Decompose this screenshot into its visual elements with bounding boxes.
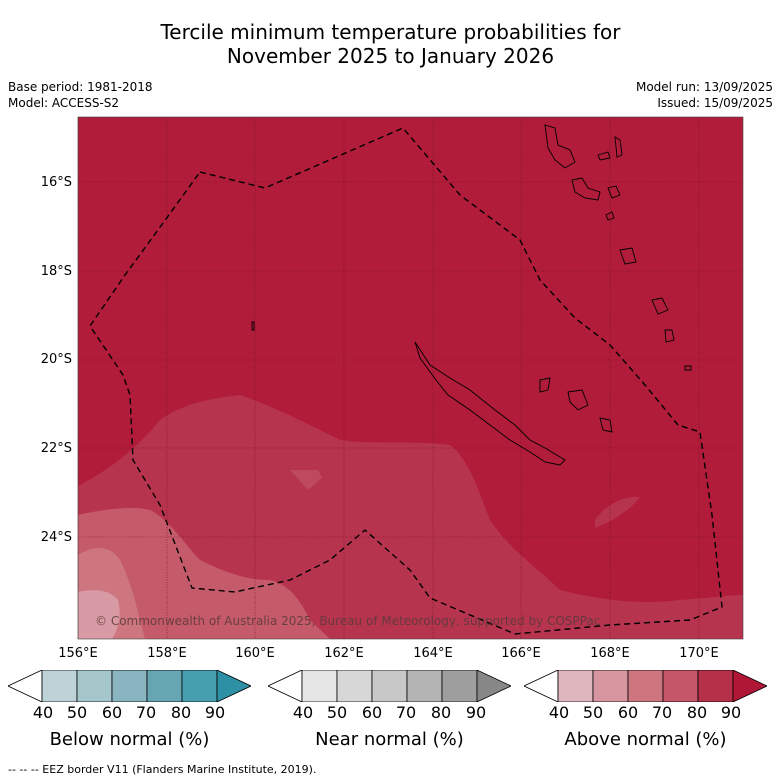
vanuatu-coast-6 — [605, 211, 615, 221]
lon-label-170e: 170°E — [679, 646, 719, 661]
meta-left: Base period: 1981-2018 Model: ACCESS-S2 — [8, 79, 153, 111]
base-period: Base period: 1981-2018 — [8, 80, 153, 94]
cbar-tick: 60 — [361, 703, 383, 722]
cbar-tick: 70 — [651, 703, 673, 722]
zone-above-70-patch-2 — [290, 470, 322, 490]
zone-above-50 — [78, 590, 120, 639]
cbar-tick: 70 — [395, 703, 417, 722]
meta-right: Model run: 13/09/2025 Issued: 15/09/2025 — [636, 79, 773, 111]
lon-label-158e: 158°E — [147, 646, 187, 661]
model-name: Model: ACCESS-S2 — [8, 96, 120, 110]
vanuatu-coast-8 — [651, 297, 669, 315]
lat-label-18s: 18°S — [40, 264, 72, 279]
lon-label-168e: 168°E — [590, 646, 630, 661]
zone-above-80-patch-3 — [595, 496, 640, 528]
colorbar-above-normal — [524, 670, 767, 702]
loyalty-islands-coast-3 — [599, 417, 613, 433]
vanuatu-coast-4 — [614, 136, 623, 158]
colorbar-bin — [181, 670, 218, 702]
map-frame — [77, 116, 744, 640]
colorbar-min-arrow — [268, 670, 303, 702]
loyalty-islands-coast-2 — [567, 389, 589, 411]
small-island-1 — [251, 321, 255, 331]
colorbar-bin — [406, 670, 443, 702]
cbar-tick: 60 — [101, 703, 123, 722]
colorbar-bin — [662, 670, 699, 702]
colorbar-min-arrow — [8, 670, 43, 702]
cbar-tick: 50 — [326, 703, 348, 722]
colorbar-title-below: Below normal (%) — [49, 729, 210, 750]
vanuatu-coast-5 — [607, 185, 621, 199]
colorbar-bin — [146, 670, 183, 702]
vanuatu-coast-7 — [619, 247, 637, 265]
eez-border — [89, 127, 723, 635]
colorbar-bin — [592, 670, 629, 702]
colorbar-title-above: Above normal (%) — [564, 729, 727, 750]
colorbar-bin — [336, 670, 373, 702]
lon-label-156e: 156°E — [58, 646, 98, 661]
cbar-tick: 90 — [465, 703, 487, 722]
cbar-tick: 90 — [204, 703, 226, 722]
new-caledonia-coast — [414, 341, 566, 466]
vanuatu-coast-3 — [597, 151, 611, 161]
colorbar-bin — [627, 670, 664, 702]
small-island-2 — [684, 365, 692, 371]
colorbar-max-arrow — [732, 670, 767, 702]
vanuatu-coast-2 — [571, 177, 601, 201]
lon-label-162e: 162°E — [324, 646, 364, 661]
coastlines — [251, 124, 692, 466]
colorbar-bin — [111, 670, 148, 702]
colorbar-max-arrow — [216, 670, 251, 702]
cbar-tick: 50 — [66, 703, 88, 722]
issued-date: Issued: 15/09/2025 — [657, 96, 773, 110]
lon-label-160e: 160°E — [235, 646, 275, 661]
lat-label-24s: 24°S — [40, 530, 72, 545]
map-title: Tercile minimum temperature probabilitie… — [0, 20, 781, 68]
colorbar-bin — [557, 670, 594, 702]
colorbar-bin — [76, 670, 113, 702]
title-line-2: November 2025 to January 2026 — [226, 44, 555, 68]
vanuatu-coast-1 — [544, 124, 576, 169]
lat-label-22s: 22°S — [40, 441, 72, 456]
cbar-tick: 70 — [135, 703, 157, 722]
cbar-tick: 80 — [430, 703, 452, 722]
eez-footnote: -- -- -- EEZ border V11 (Flanders Marine… — [8, 763, 317, 776]
cbar-tick: 40 — [292, 703, 314, 722]
colorbar-below-normal — [8, 670, 251, 702]
lon-label-164e: 164°E — [413, 646, 453, 661]
colorbar-bin — [301, 670, 338, 702]
cbar-tick: 50 — [582, 703, 604, 722]
colorbar-bin — [441, 670, 478, 702]
map-fill — [78, 117, 743, 639]
cbar-tick: 40 — [548, 703, 570, 722]
zone-above-70 — [78, 507, 330, 639]
graticule — [77, 117, 743, 639]
colorbar-max-arrow — [476, 670, 511, 702]
lat-label-20s: 20°S — [40, 352, 72, 367]
colorbar-min-arrow — [524, 670, 559, 702]
lon-label-166e: 166°E — [501, 646, 541, 661]
cbar-tick: 90 — [720, 703, 742, 722]
cbar-tick: 60 — [617, 703, 639, 722]
lat-label-16s: 16°S — [40, 175, 72, 190]
copyright-text: © Commonwealth of Australia 2025, Bureau… — [95, 614, 601, 628]
colorbar-title-near: Near normal (%) — [315, 729, 464, 750]
title-line-1: Tercile minimum temperature probabilitie… — [160, 20, 621, 44]
vanuatu-coast-9 — [664, 329, 675, 343]
loyalty-islands-coast — [539, 377, 551, 393]
cbar-tick: 40 — [32, 703, 54, 722]
cbar-tick: 80 — [686, 703, 708, 722]
colorbar-bin — [41, 670, 78, 702]
model-run: Model run: 13/09/2025 — [635, 80, 773, 94]
colorbar-near-normal — [268, 670, 511, 702]
colorbar-bin — [697, 670, 734, 702]
colorbar-bin — [371, 670, 408, 702]
cbar-tick: 80 — [170, 703, 192, 722]
